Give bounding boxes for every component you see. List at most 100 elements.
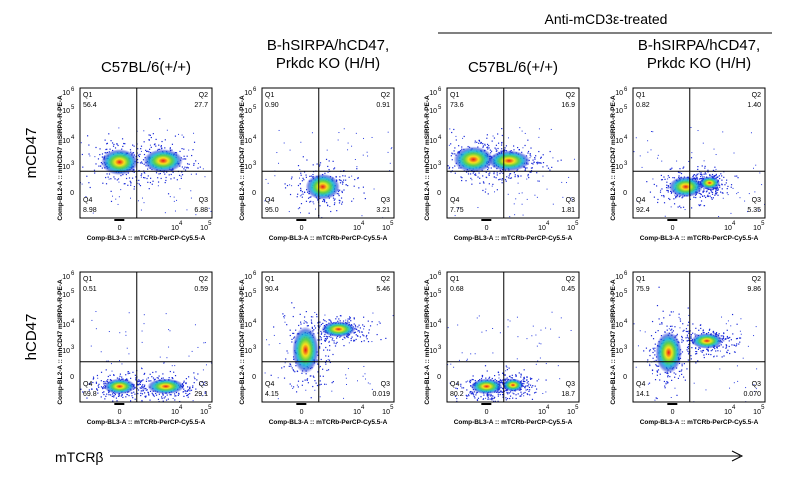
event-dot	[508, 367, 510, 369]
event-dot	[144, 388, 146, 390]
event-dot	[133, 186, 136, 188]
event-dot	[305, 321, 307, 323]
event-dot	[132, 144, 134, 146]
event-dot	[545, 379, 547, 381]
event-dot	[362, 186, 365, 188]
event-dot	[717, 187, 719, 190]
event-dot	[673, 198, 675, 200]
event-dot	[285, 358, 287, 360]
event-dot	[509, 173, 511, 175]
event-dot	[316, 363, 319, 365]
event-dot	[289, 329, 291, 331]
event-dot	[695, 327, 697, 329]
event-dot	[92, 381, 94, 384]
event-dot	[755, 164, 757, 166]
event-dot	[152, 133, 154, 135]
event-dot	[472, 375, 474, 377]
event-dot	[666, 380, 668, 383]
event-dot	[181, 171, 183, 173]
event-dot	[523, 376, 525, 378]
event-dot	[387, 151, 389, 153]
event-dot	[480, 378, 483, 380]
event-dot	[504, 379, 506, 381]
event-dot	[165, 404, 166, 405]
event-dot	[736, 343, 738, 345]
event-dot	[334, 345, 337, 347]
event-dot	[327, 369, 330, 371]
event-dot	[316, 384, 319, 387]
event-dot	[173, 196, 175, 198]
event-dot	[725, 182, 727, 184]
event-dot	[753, 383, 755, 385]
event-dot	[734, 351, 736, 353]
event-dot	[327, 359, 329, 361]
event-dot	[166, 394, 168, 396]
event-dot	[470, 393, 473, 395]
event-dot	[479, 140, 481, 142]
event-dot	[124, 183, 126, 185]
event-dot	[676, 196, 678, 198]
event-dot	[476, 317, 478, 319]
event-dot	[357, 335, 359, 337]
event-dot	[505, 397, 507, 399]
event-dot	[691, 347, 693, 349]
event-dot	[104, 381, 106, 383]
quadrant-value: 0.45	[561, 286, 575, 293]
event-dot	[379, 322, 381, 324]
event-dot	[93, 169, 96, 171]
y-tick-base: 10	[244, 108, 252, 115]
event-dot	[654, 350, 656, 352]
event-dot	[141, 173, 143, 175]
event-dot	[336, 337, 338, 339]
event-dot	[481, 331, 483, 333]
event-dot	[539, 162, 541, 164]
event-dot	[149, 181, 151, 184]
event-dot	[105, 369, 107, 371]
event-dot	[707, 195, 709, 198]
event-dot	[485, 188, 487, 190]
event-dot	[508, 175, 510, 177]
event-dot	[346, 336, 348, 338]
event-dot	[339, 176, 341, 178]
event-dot	[357, 326, 359, 328]
event-dot	[519, 127, 521, 129]
y-tick-base: 10	[615, 292, 623, 299]
event-dot	[353, 185, 355, 187]
event-dot	[536, 172, 538, 174]
y-tick-exp: 5	[624, 105, 628, 111]
event-dot	[147, 392, 150, 394]
event-dot	[726, 192, 728, 194]
event-dot	[663, 317, 665, 319]
event-dot	[668, 176, 670, 179]
event-dot	[107, 360, 109, 362]
event-dot	[481, 375, 484, 377]
event-dot	[510, 177, 513, 179]
event-dot	[347, 318, 349, 320]
event-dot	[183, 391, 185, 393]
event-dot	[378, 321, 380, 323]
event-dot	[143, 386, 145, 388]
event-dot	[523, 383, 525, 385]
event-dot	[75, 121, 76, 122]
event-dot	[132, 152, 134, 154]
event-dot	[362, 375, 364, 377]
x-tick-base: 10	[567, 409, 575, 416]
event-dot	[143, 314, 145, 316]
event-dot	[527, 381, 529, 383]
event-dot	[329, 206, 331, 208]
event-dot	[348, 176, 350, 178]
quadrant-name: Q1	[265, 276, 274, 283]
event-dot	[303, 316, 306, 318]
event-dot	[353, 318, 355, 320]
event-dot	[477, 176, 479, 178]
event-dot	[462, 137, 464, 139]
y-tick-exp: 6	[624, 87, 628, 93]
x-tick-base: 10	[382, 225, 390, 232]
event-dot	[633, 151, 635, 153]
event-dot	[142, 388, 144, 390]
event-dot	[320, 358, 322, 361]
event-dot	[300, 323, 302, 325]
event-dot	[508, 177, 510, 179]
event-dot	[504, 374, 506, 376]
event-dot	[147, 150, 149, 152]
